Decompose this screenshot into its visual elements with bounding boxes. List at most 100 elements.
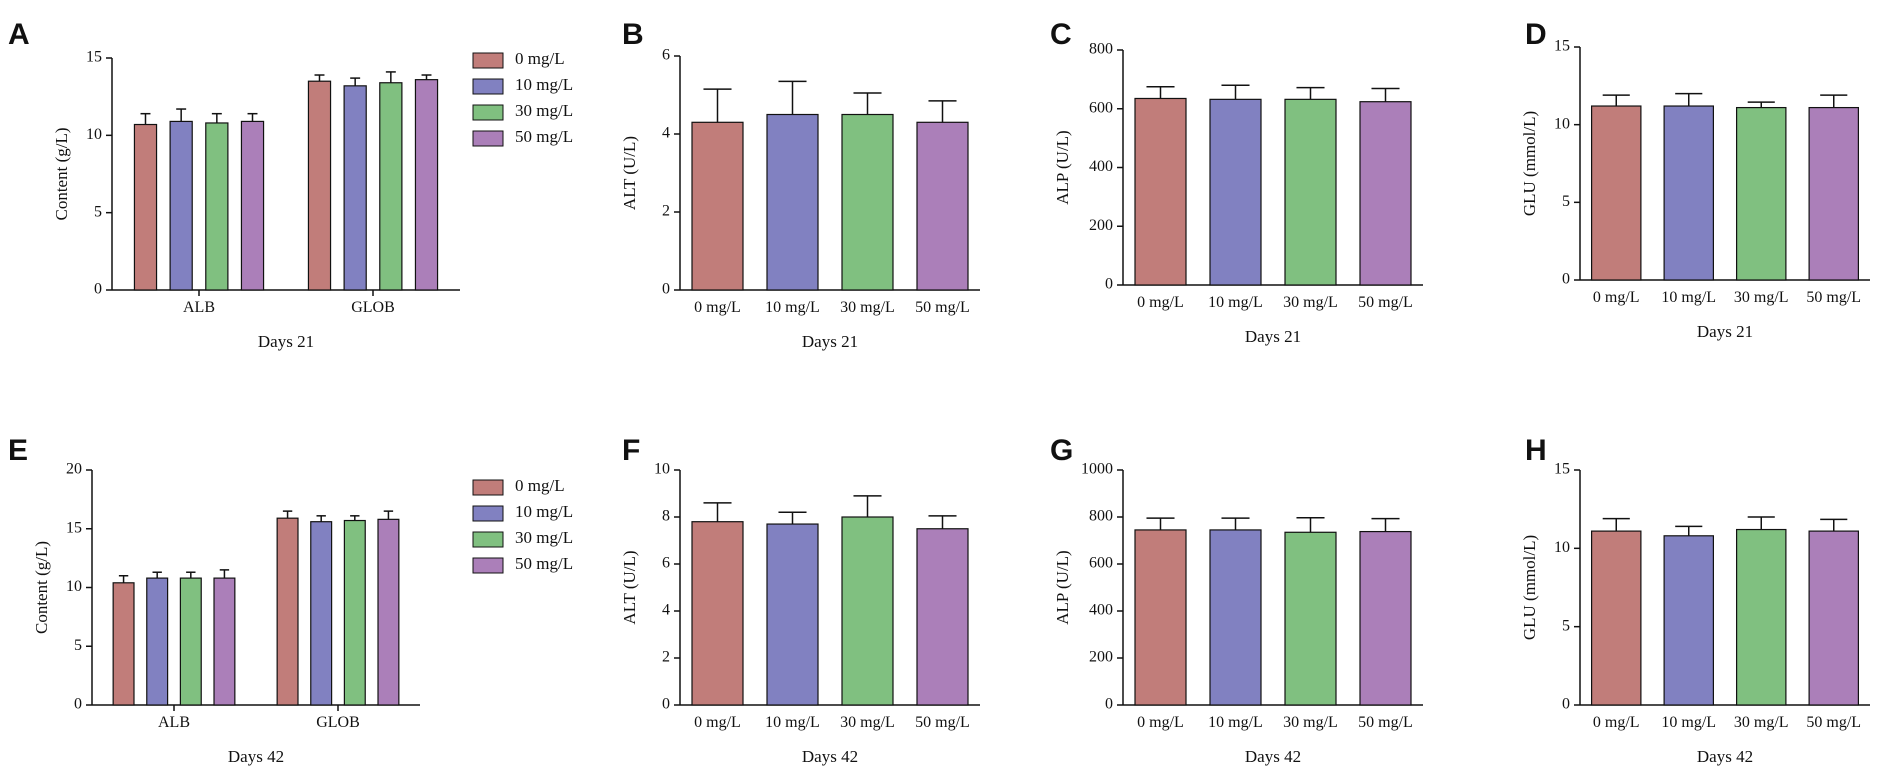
panel-label: B: [622, 18, 644, 51]
y-tick-label: 2: [662, 649, 670, 666]
x-tick-label: 30 mg/L: [840, 299, 895, 316]
bar-30-mg-l: [841, 516, 894, 706]
legend-swatch: [472, 479, 504, 496]
y-axis-label: GLU (mmol/L): [1520, 535, 1539, 640]
y-tick-label: 15: [1554, 38, 1570, 55]
panel-f: F 0 2 4 6 8 10 ALT (U/L) Days 42 0 mg/L 10 mg/L 30 …: [620, 434, 980, 766]
x-tick-label: 10 mg/L: [1661, 714, 1716, 731]
x-tick-label: 10 mg/L: [765, 299, 820, 316]
y-tick-label: 4: [662, 602, 670, 619]
y-axis-label: ALP (U/L): [1053, 130, 1072, 204]
bar-10-mg-l: [1209, 529, 1262, 706]
y-tick-label: 0: [662, 696, 670, 713]
y-tick-label: 6: [662, 555, 670, 572]
y-axis-label: ALT (U/L): [620, 136, 639, 210]
x-tick-label: 50 mg/L: [915, 299, 970, 316]
bar-glob-series-0: [276, 517, 299, 706]
bar-10-mg-l: [1663, 535, 1714, 706]
y-tick-label: 4: [662, 125, 670, 142]
y-tick-label: 0: [1105, 276, 1113, 293]
panel-label: G: [1050, 434, 1073, 467]
x-tick-label: 50 mg/L: [1358, 294, 1413, 311]
panel-g: G 0 200 400 600 800 1000 ALP (U/L) Days 42 0 mg/L…: [1050, 434, 1423, 766]
y-tick-label: 800: [1089, 41, 1113, 58]
legend-swatch: [472, 557, 504, 574]
bar-alb-series-0: [133, 123, 158, 291]
y-tick-label: 2: [662, 203, 670, 220]
bar-0-mg-l: [691, 121, 744, 291]
legend-swatch: [472, 104, 504, 121]
panel-b: B 0 2 4 6 ALT (U/L) Days 21 0 mg/L 10 mg/L 30 mg/…: [620, 18, 980, 351]
y-tick-label: 0: [74, 696, 82, 713]
bar-glob-series-1: [310, 521, 333, 706]
y-tick-label: 5: [1562, 617, 1570, 634]
legend-label: 30 mg/L: [515, 528, 573, 547]
legend-label: 10 mg/L: [515, 502, 573, 521]
y-tick-label: 0: [1562, 271, 1570, 288]
y-axis-label: ALP (U/L): [1053, 550, 1072, 624]
y-axis-label: ALT (U/L): [620, 550, 639, 624]
legend-label: 30 mg/L: [515, 101, 573, 120]
legend-swatch: [472, 531, 504, 548]
x-axis-label: Days 21: [802, 332, 858, 351]
x-tick-label: 0 mg/L: [1593, 714, 1640, 731]
bar-alb-series-2: [179, 577, 202, 706]
bar-10-mg-l: [766, 523, 819, 706]
x-tick-label: 10 mg/L: [1661, 289, 1716, 306]
bar-alb-series-2: [205, 122, 229, 291]
y-tick-label: 800: [1089, 508, 1113, 525]
x-axis-label: Days 42: [1697, 747, 1753, 766]
y-tick-label: 5: [94, 203, 102, 220]
y-axis-label: GLU (mmol/L): [1520, 111, 1539, 216]
x-tick-label: 30 mg/L: [1283, 714, 1338, 731]
y-tick-label: 20: [66, 461, 82, 478]
bar-0-mg-l: [1590, 530, 1642, 706]
bar-alb-series-1: [146, 577, 169, 706]
bar-10-mg-l: [766, 113, 819, 291]
x-tick-label: 10 mg/L: [1208, 294, 1263, 311]
x-tick-label: 0 mg/L: [1593, 289, 1640, 306]
legend-label: 0 mg/L: [515, 49, 565, 68]
bar-0-mg-l: [1590, 105, 1642, 281]
bar-alb-series-3: [213, 577, 236, 706]
x-tick-label: GLOB: [316, 714, 360, 731]
bar-glob-series-2: [343, 519, 366, 706]
y-tick-label: 10: [86, 126, 102, 143]
y-tick-label: 5: [1562, 193, 1570, 210]
legend-label: 0 mg/L: [515, 476, 565, 495]
panel-label: F: [622, 434, 640, 467]
x-axis-label: Days 42: [228, 747, 284, 766]
legend-swatch: [472, 78, 504, 95]
bar-30-mg-l: [1735, 106, 1787, 281]
x-tick-label: ALB: [183, 299, 215, 316]
y-tick-label: 10: [654, 461, 670, 478]
y-tick-label: 200: [1089, 217, 1113, 234]
x-tick-label: 30 mg/L: [1734, 289, 1789, 306]
bar-alb-series-0: [112, 582, 135, 706]
panel-a: A 0 5 10 15 Content (g/L) Days 21 ALB GLOB 0 mg/L…: [8, 18, 573, 351]
panel-h: H 0 5 10 15 GLU (mmol/L) Days 42 0 mg/L 10 mg/L 3…: [1520, 434, 1870, 766]
x-tick-label: 0 mg/L: [694, 714, 741, 731]
x-axis-label: Days 21: [258, 332, 314, 351]
bar-50-mg-l: [1808, 530, 1859, 706]
bar-30-mg-l: [1735, 528, 1787, 706]
bar-50-mg-l: [916, 528, 969, 706]
x-axis-label: Days 42: [802, 747, 858, 766]
legend-swatch: [472, 505, 504, 522]
x-tick-label: ALB: [158, 714, 190, 731]
y-tick-label: 0: [1105, 696, 1113, 713]
bar-glob-series-3: [377, 518, 400, 706]
y-tick-label: 15: [66, 519, 82, 536]
bar-50-mg-l: [1359, 530, 1412, 706]
bar-0-mg-l: [691, 521, 744, 706]
panel-e: E 0 5 10 15 20 Content (g/L) Days 42 ALB GLOB 0 mg…: [8, 434, 573, 766]
y-tick-label: 5: [74, 637, 82, 654]
panel-label: A: [8, 18, 30, 51]
x-tick-label: 50 mg/L: [915, 714, 970, 731]
bar-30-mg-l: [1284, 531, 1337, 706]
y-tick-label: 8: [662, 508, 670, 525]
bar-30-mg-l: [1284, 98, 1337, 286]
x-tick-label: 50 mg/L: [1806, 289, 1861, 306]
bar-50-mg-l: [1808, 106, 1859, 281]
panel-label: H: [1525, 434, 1547, 467]
